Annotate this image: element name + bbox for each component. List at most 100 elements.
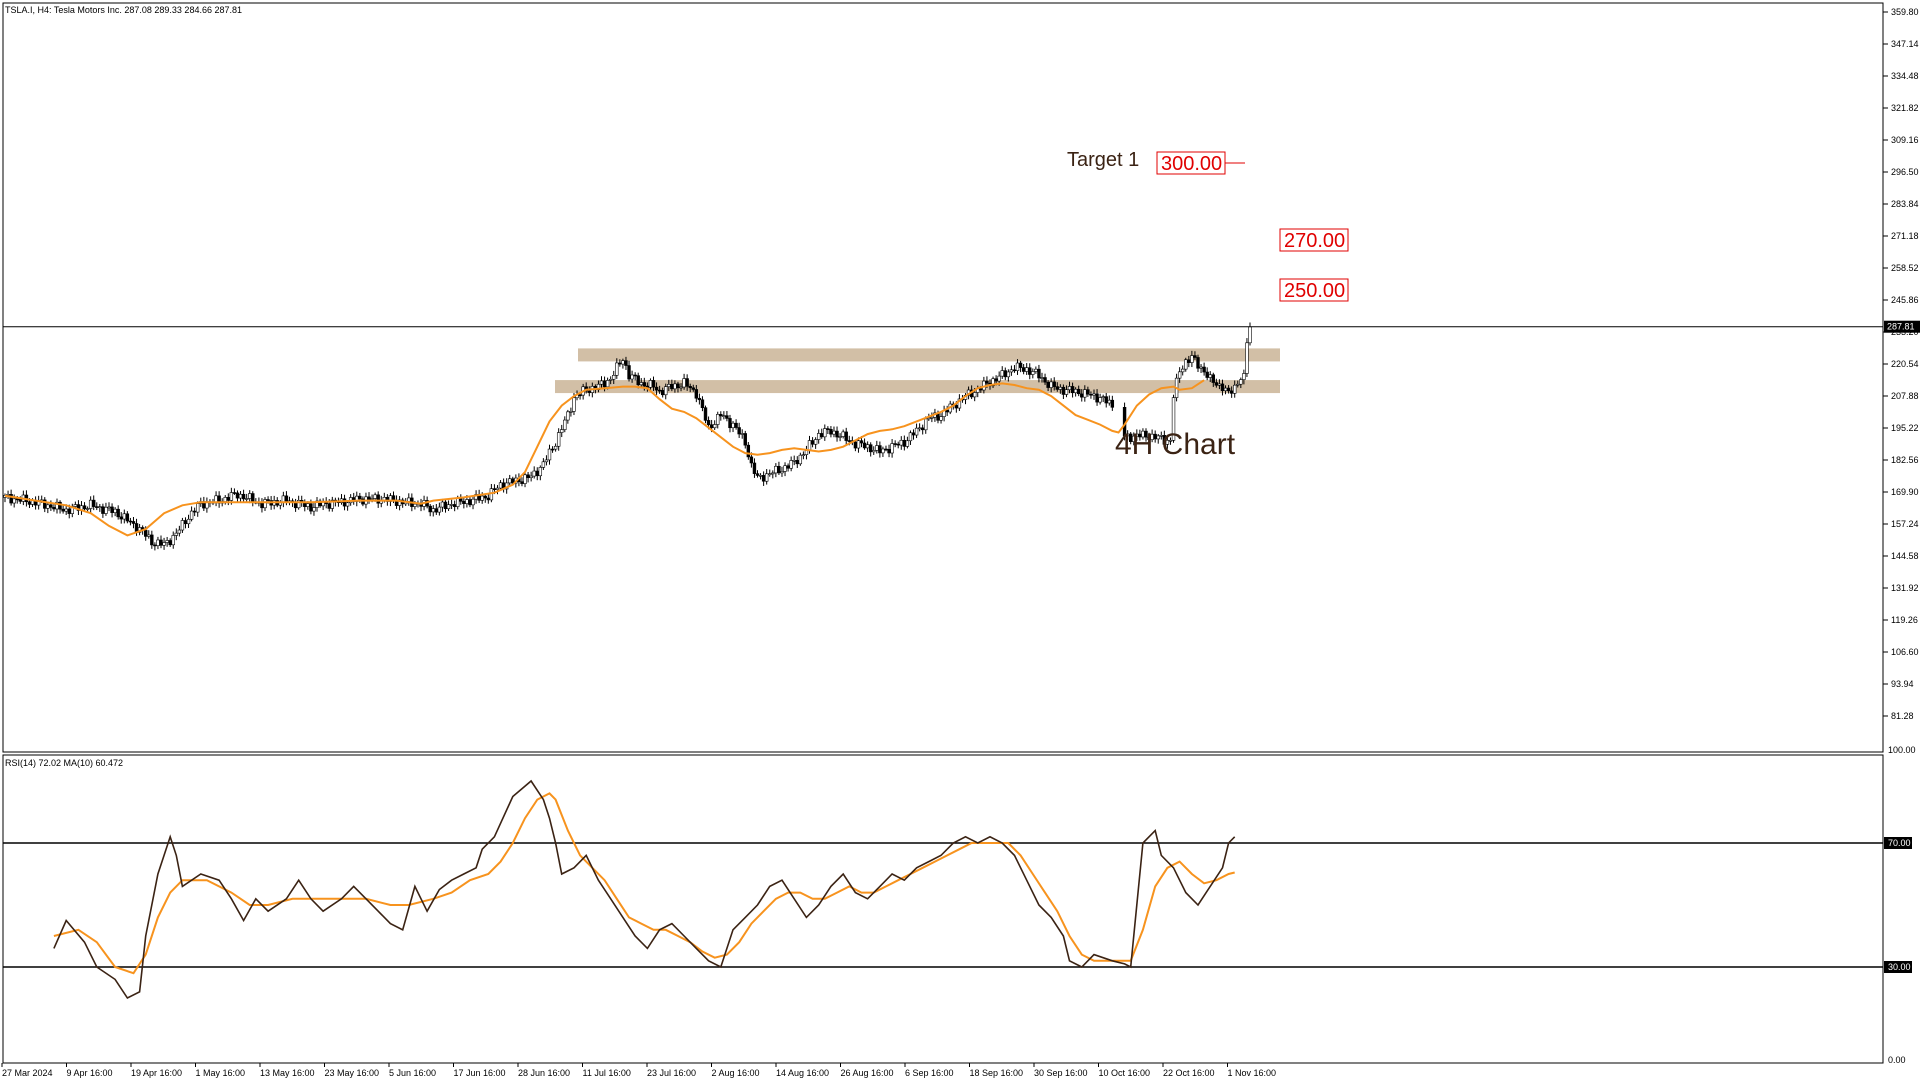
- candle-body: [844, 431, 848, 441]
- price-axis: 359.80 347.14 334.48 321.82 309.16 296.50 283.…: [1882, 3, 1920, 752]
- candle-body: [859, 440, 864, 444]
- candle-body: [1064, 389, 1069, 395]
- price-tick-label: 81.28: [1891, 711, 1914, 721]
- candle-body: [1217, 383, 1222, 386]
- candle-body: [1058, 386, 1063, 390]
- candle-body: [725, 415, 729, 419]
- candle-body: [131, 521, 136, 524]
- candle-body: [495, 487, 500, 490]
- rsi-tick-label: 70.00: [1888, 838, 1911, 848]
- candle-body: [1006, 371, 1011, 378]
- time-tick-label: 30 Sep 16:00: [1034, 1068, 1088, 1078]
- candle-body: [1245, 342, 1249, 374]
- candle-body: [605, 380, 610, 388]
- time-tick-label: 27 Mar 2024: [2, 1068, 53, 1078]
- candle-body: [890, 443, 894, 454]
- candle-body: [804, 450, 809, 455]
- candle-body: [673, 383, 677, 390]
- candle-body: [563, 419, 567, 430]
- candle-body: [1037, 368, 1041, 379]
- candle-body: [774, 465, 778, 474]
- candle-body: [449, 504, 454, 506]
- candle-body: [780, 471, 784, 474]
- candle-body: [1226, 387, 1231, 392]
- candle-body: [437, 506, 442, 513]
- candle-body: [1208, 374, 1212, 378]
- candle-body: [654, 386, 659, 391]
- candle-body: [664, 386, 668, 396]
- candle-body: [312, 507, 316, 512]
- candle-body: [731, 422, 735, 429]
- candle-body: [1000, 370, 1004, 377]
- candle-body: [1104, 396, 1108, 404]
- candle-body: [235, 492, 240, 499]
- price-tick-label: 220.54: [1891, 359, 1919, 369]
- candle-body: [777, 465, 781, 474]
- candle-body: [826, 428, 830, 430]
- candle-body: [373, 494, 377, 499]
- candle-body: [101, 506, 105, 514]
- candle-body: [651, 380, 656, 388]
- candle-body: [547, 448, 552, 461]
- moving-average-line: [4, 379, 1205, 537]
- candle-body: [186, 518, 191, 525]
- candle-body: [914, 427, 919, 436]
- candle-body: [685, 378, 689, 387]
- candle-body: [550, 448, 555, 451]
- rsi-tick-label: 30.00: [1888, 962, 1911, 972]
- candle-body: [994, 378, 998, 382]
- candle-body: [214, 495, 218, 503]
- price-tick-label: 106.60: [1891, 647, 1919, 657]
- candle-body: [189, 510, 194, 520]
- candle-body: [1220, 383, 1225, 392]
- candle-body: [1067, 386, 1072, 390]
- time-tick-label: 6 Sep 16:00: [905, 1068, 954, 1078]
- candle-body: [798, 454, 803, 465]
- candle-body: [1080, 393, 1084, 398]
- candle-body: [46, 504, 50, 509]
- candle-body: [238, 493, 243, 499]
- candle-body: [569, 411, 573, 413]
- candle-body: [1070, 386, 1075, 394]
- candle-body: [1187, 359, 1191, 363]
- time-tick-label: 19 Apr 16:00: [131, 1068, 182, 1078]
- rsi-levels: [3, 842, 1883, 968]
- candle-body: [902, 439, 907, 447]
- time-tick-label: 26 Aug 16:00: [841, 1068, 894, 1078]
- time-tick-label: 18 Sep 16:00: [970, 1068, 1024, 1078]
- candle-body: [468, 499, 472, 506]
- candle-body: [716, 414, 720, 425]
- candle-body: [676, 383, 680, 389]
- resistance-value: 270.00: [1284, 230, 1345, 252]
- price-tick-label: 119.26: [1891, 615, 1918, 625]
- candle-body: [1248, 326, 1252, 344]
- candle-body: [306, 503, 310, 507]
- rsi-axis: 100.00 70.00 30.00 0.00: [1882, 745, 1916, 1065]
- candle-body: [64, 508, 68, 512]
- candle-body: [1236, 383, 1240, 386]
- candle-body: [566, 411, 570, 421]
- support-value: 250.00: [1284, 280, 1345, 302]
- candle-body: [694, 389, 699, 399]
- candle-body: [223, 497, 227, 502]
- candle-body: [544, 459, 549, 463]
- candle-body: [991, 378, 995, 387]
- candle-body: [1156, 435, 1160, 440]
- price-tick-label: 321.82: [1891, 103, 1919, 113]
- candle-body: [560, 429, 564, 433]
- candle-body: [1089, 393, 1093, 396]
- candle-body: [1177, 371, 1182, 379]
- candle-body: [492, 488, 497, 490]
- candle-body: [248, 493, 252, 499]
- candle-body: [49, 504, 53, 508]
- candle-body: [529, 475, 533, 478]
- symbol-header: TSLA.I, H4: Tesla Motors Inc. 287.08 289…: [5, 5, 242, 15]
- candle-body: [807, 440, 812, 451]
- candle-body: [520, 481, 524, 484]
- candle-body: [391, 495, 396, 501]
- timeframe-label: 4H Chart: [1115, 428, 1236, 461]
- candle-body: [1168, 440, 1173, 442]
- candle-body: [1144, 430, 1148, 438]
